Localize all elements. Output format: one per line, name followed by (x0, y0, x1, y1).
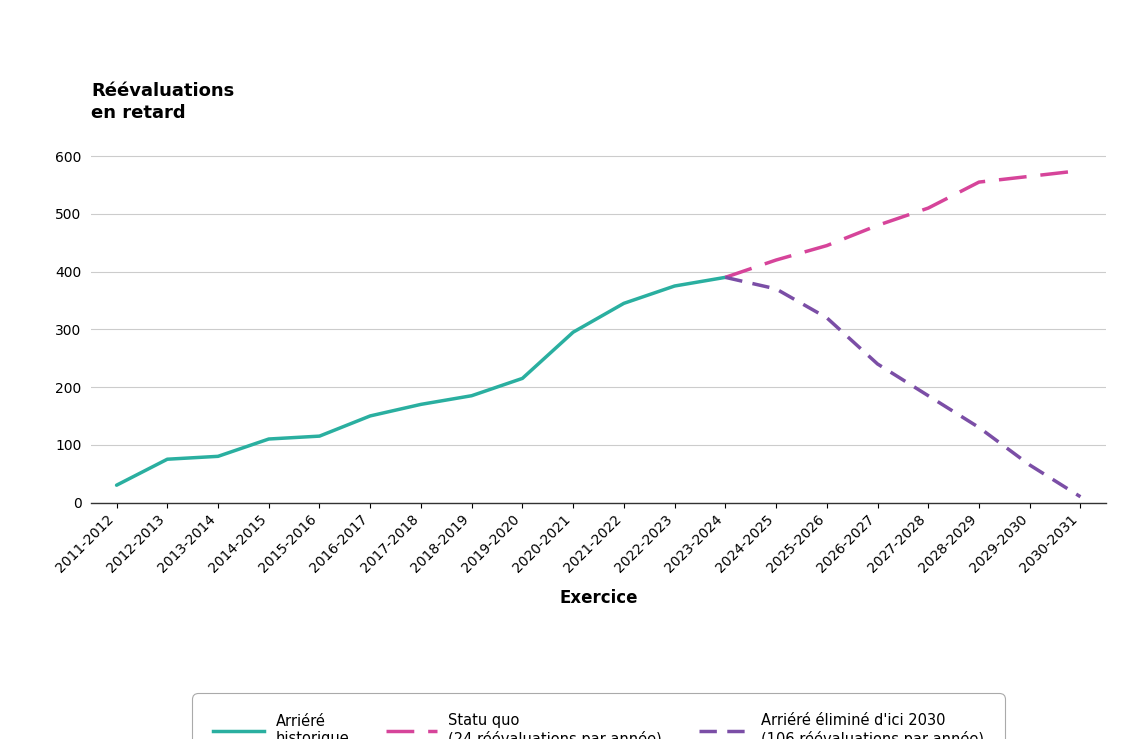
Text: Réévaluations: Réévaluations (91, 82, 235, 100)
Legend: Arriéré
historique, Statu quo
(24 réévaluations par année), Arriéré éliminé d'ic: Arriéré historique, Statu quo (24 rééval… (198, 698, 999, 739)
X-axis label: Exercice: Exercice (560, 589, 637, 607)
Text: en retard: en retard (91, 104, 186, 122)
